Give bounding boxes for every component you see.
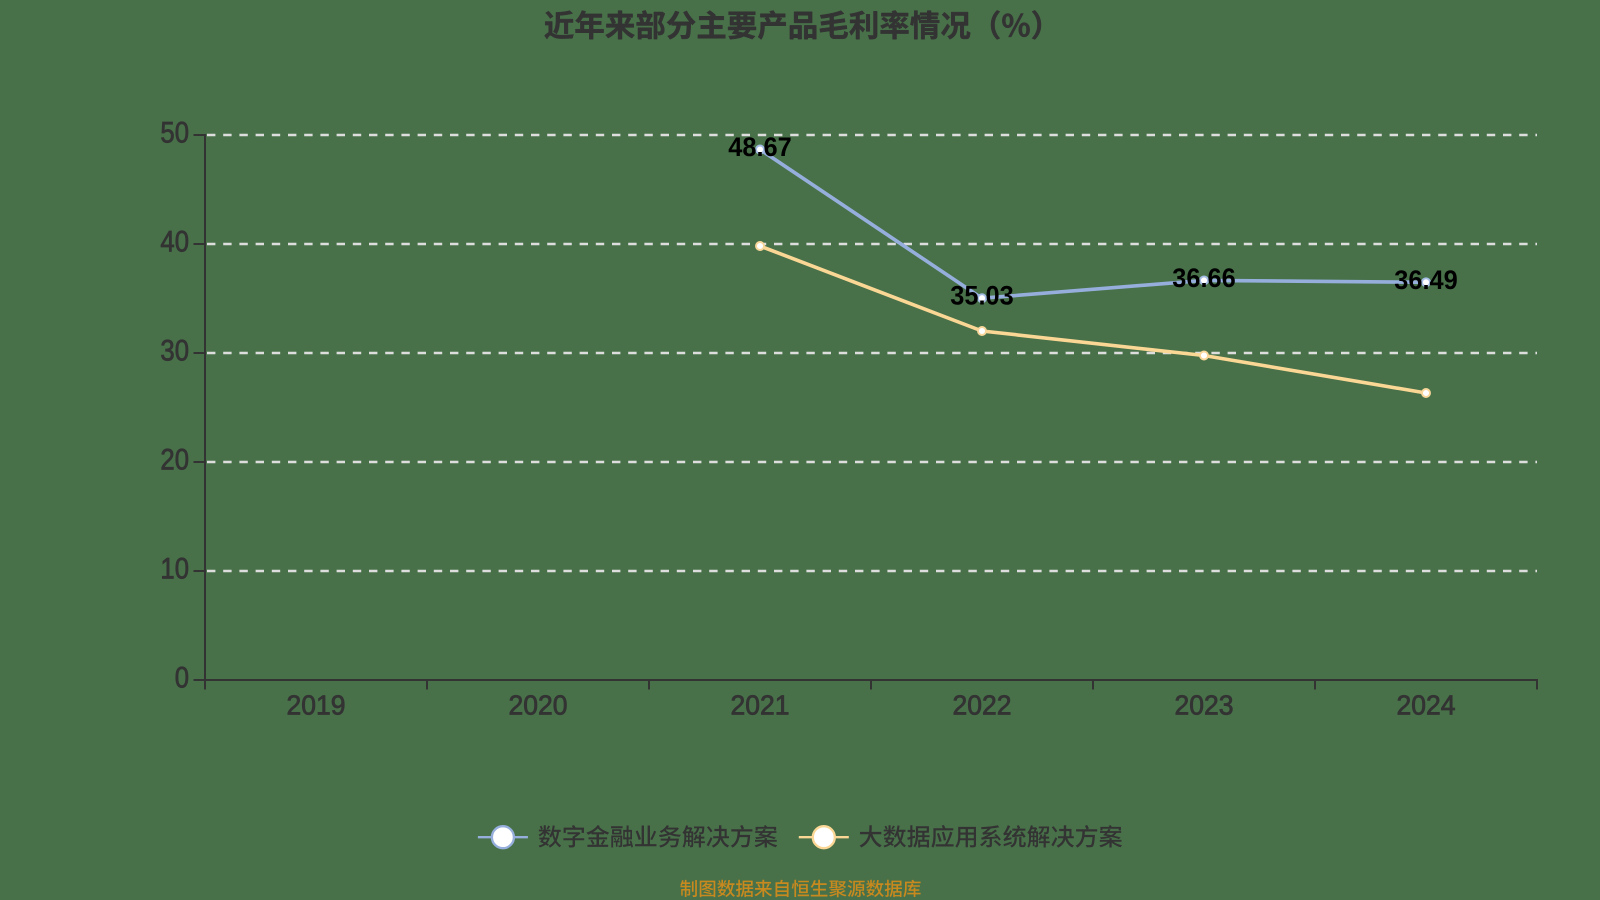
svg-text:2020: 2020 [509, 690, 568, 721]
svg-text:2022: 2022 [953, 690, 1012, 721]
svg-text:2024: 2024 [1397, 690, 1456, 721]
svg-text:2019: 2019 [287, 690, 346, 721]
svg-text:20: 20 [160, 444, 189, 477]
svg-text:2021: 2021 [731, 690, 790, 721]
svg-text:35.03: 35.03 [950, 281, 1014, 311]
svg-text:10: 10 [160, 553, 189, 586]
svg-text:0: 0 [175, 662, 189, 695]
svg-text:48.67: 48.67 [728, 132, 792, 162]
svg-text:40: 40 [160, 226, 189, 259]
svg-text:2023: 2023 [1175, 690, 1234, 721]
svg-text:36.49: 36.49 [1394, 265, 1458, 295]
svg-text:50: 50 [160, 117, 189, 150]
svg-text:36.66: 36.66 [1172, 263, 1236, 293]
svg-text:30: 30 [160, 335, 189, 368]
